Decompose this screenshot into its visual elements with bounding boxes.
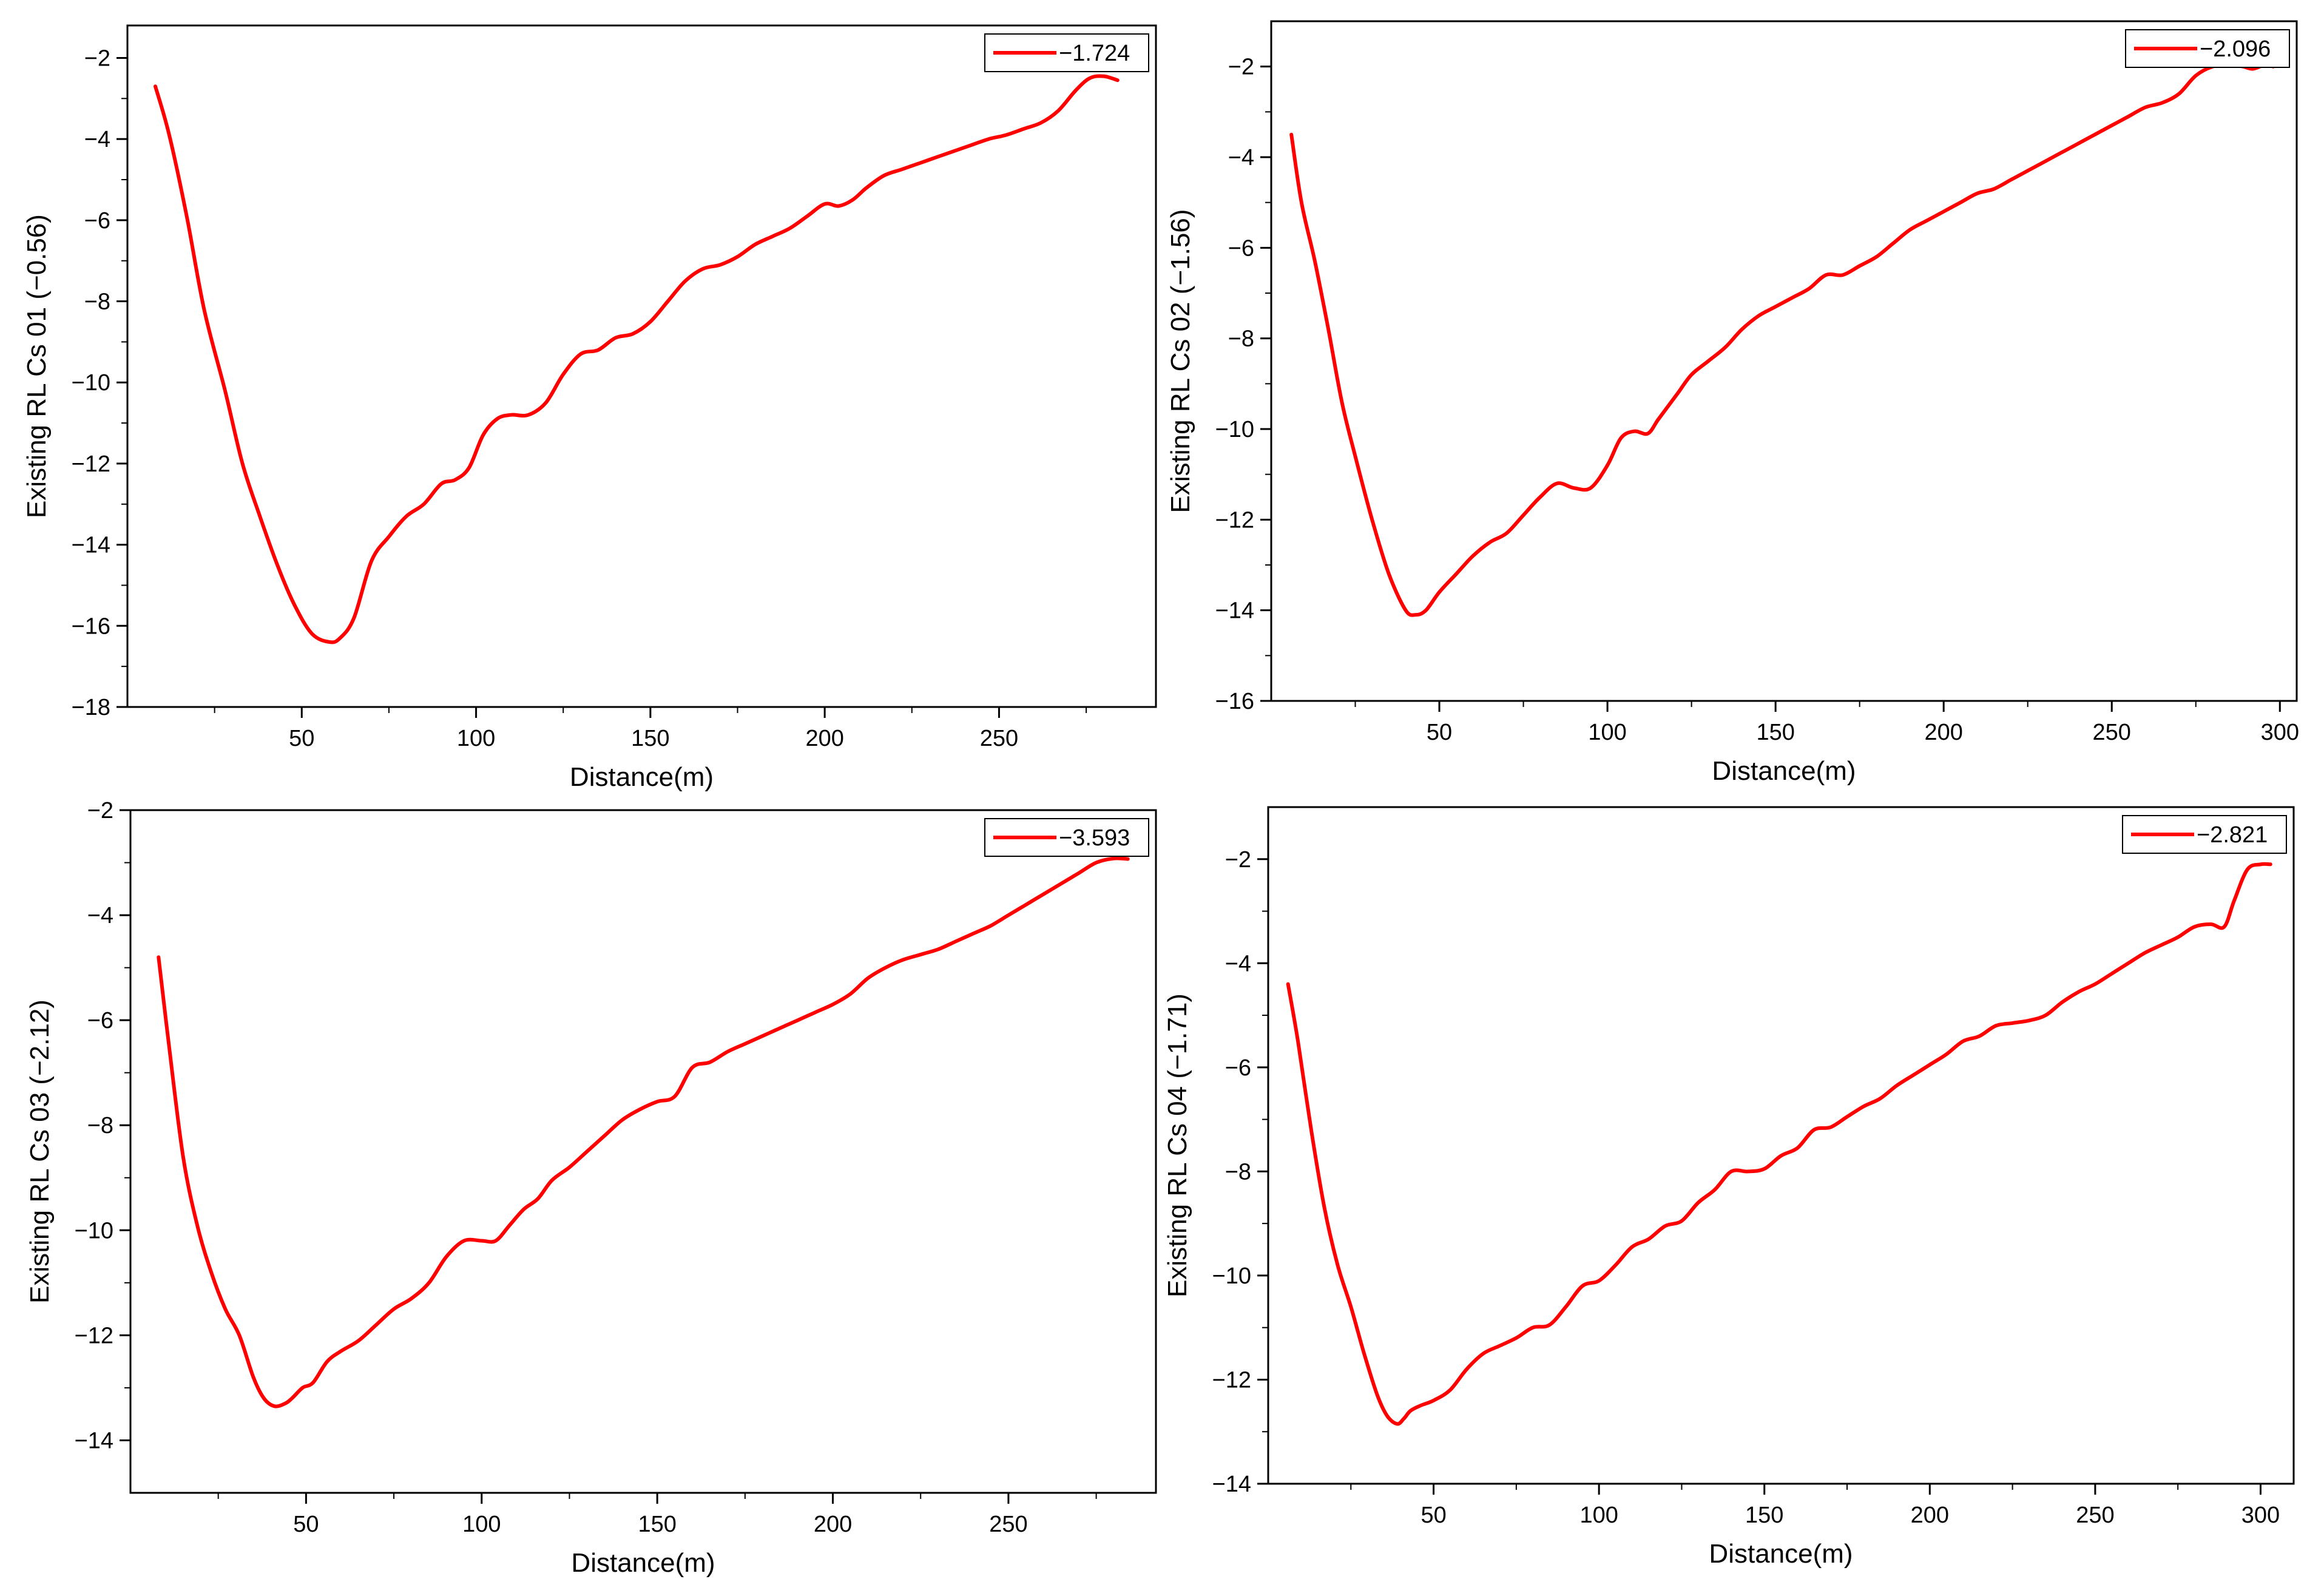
y-tick-label: −6 <box>1228 235 1254 261</box>
y-axis-title: Existing RL Cs 01 (−0.56) <box>22 214 52 518</box>
y-tick-label: −2 <box>87 798 113 823</box>
x-tick-label: 150 <box>638 1512 676 1537</box>
chart-panel-cs03: −2 −4 −6 −8 −10 −12 −14 50 100 150 200 250 Distance(… <box>25 798 1157 1578</box>
x-tick-label: 200 <box>1924 720 1962 745</box>
x-axis-title: Distance(m) <box>571 1548 715 1578</box>
plot-frame <box>1270 20 2298 702</box>
legend-label: −2.821 <box>2197 822 2268 848</box>
x-tick-label: 300 <box>2241 1503 2280 1528</box>
y-tick-label: −10 <box>1212 1263 1251 1289</box>
series-line-cs01 <box>154 74 1120 644</box>
legend: −2.096 <box>2125 29 2290 68</box>
x-tick-label: 250 <box>989 1512 1027 1537</box>
x-tick-label: 200 <box>814 1512 852 1537</box>
series-line-cs04 <box>1286 862 2272 1426</box>
y-tick-label: −10 <box>72 370 110 396</box>
x-tick-label: 250 <box>2093 720 2131 745</box>
x-tick-label: 50 <box>1420 1503 1446 1528</box>
y-tick-label: −12 <box>75 1323 113 1348</box>
x-tick-label: 100 <box>1588 720 1626 745</box>
x-tick-label: 150 <box>1756 720 1794 745</box>
x-tick-label: 50 <box>289 726 314 751</box>
legend-label: −2.096 <box>2200 36 2271 62</box>
y-tick-label: −8 <box>1225 1159 1251 1185</box>
legend: −2.821 <box>2122 815 2287 854</box>
x-tick-label: 200 <box>1911 1503 1949 1528</box>
y-tick-label: −2 <box>1228 55 1254 80</box>
y-tick-label: −12 <box>72 451 110 477</box>
y-tick-label: −16 <box>72 614 110 639</box>
chart-panel-cs02: −2 −4 −6 −8 −10 −12 −14 −16 50 100 150 200 250 300 Dis… <box>1166 20 2299 786</box>
x-tick-label: 50 <box>293 1512 319 1537</box>
y-tick-label: −12 <box>1212 1367 1251 1393</box>
x-tick-label: 50 <box>1427 720 1452 745</box>
series-line-cs02 <box>1289 62 2275 617</box>
y-tick-label: −2 <box>84 46 110 71</box>
y-axis-title: Existing RL Cs 04 (−1.71) <box>1163 993 1192 1297</box>
series-line-cs03 <box>157 856 1130 1408</box>
y-tick-label: −14 <box>1212 1472 1251 1497</box>
y-tick-label: −14 <box>75 1428 113 1453</box>
y-tick-label: −18 <box>72 695 110 720</box>
x-tick-label: 250 <box>2076 1503 2114 1528</box>
x-tick-label: 300 <box>2261 720 2299 745</box>
y-tick-label: −6 <box>84 208 110 234</box>
y-tick-label: −8 <box>84 289 110 315</box>
x-tick-label: 150 <box>631 726 669 751</box>
chart-panel-cs04: −2 −4 −6 −8 −10 −12 −14 50 100 150 200 250 300 Distan… <box>1163 806 2295 1569</box>
legend: −1.724 <box>984 33 1149 72</box>
legend-label: −1.724 <box>1059 41 1130 66</box>
x-tick-label: 250 <box>980 726 1018 751</box>
y-tick-label: −6 <box>1225 1055 1251 1081</box>
y-tick-label: −8 <box>1228 326 1254 352</box>
plot-frame <box>1267 806 2295 1485</box>
plot-frame <box>126 24 1157 708</box>
chart-panel-cs01: −2 −4 −6 −8 −10 −12 −14 −16 −18 50 100 150 200 250 Dis… <box>22 24 1157 792</box>
y-tick-label: −10 <box>1215 417 1254 442</box>
y-tick-label: −4 <box>87 903 113 928</box>
plot-frame <box>129 809 1157 1494</box>
x-axis-title: Distance(m) <box>1709 1539 1853 1569</box>
y-tick-label: −10 <box>75 1218 113 1243</box>
x-tick-label: 100 <box>1579 1503 1618 1528</box>
legend: −3.593 <box>984 818 1149 857</box>
x-tick-label: 100 <box>457 726 495 751</box>
y-tick-label: −4 <box>84 127 110 152</box>
x-axis-title: Distance(m) <box>570 762 714 792</box>
y-axis-title: Existing RL Cs 02 (−1.56) <box>1166 209 1195 513</box>
y-tick-label: −16 <box>1215 689 1254 714</box>
y-tick-label: −6 <box>87 1008 113 1033</box>
y-axis-title: Existing RL Cs 03 (−2.12) <box>25 999 55 1304</box>
x-axis-title: Distance(m) <box>1712 756 1856 786</box>
y-tick-label: −14 <box>72 533 110 558</box>
y-tick-label: −14 <box>1215 598 1254 624</box>
x-tick-label: 100 <box>462 1512 501 1537</box>
y-tick-label: −4 <box>1228 145 1254 171</box>
y-tick-label: −8 <box>87 1113 113 1138</box>
legend-label: −3.593 <box>1059 825 1130 851</box>
x-tick-label: 200 <box>805 726 843 751</box>
y-tick-label: −2 <box>1225 847 1251 873</box>
y-tick-label: −4 <box>1225 951 1251 976</box>
x-tick-label: 150 <box>1745 1503 1783 1528</box>
y-tick-label: −12 <box>1215 507 1254 533</box>
